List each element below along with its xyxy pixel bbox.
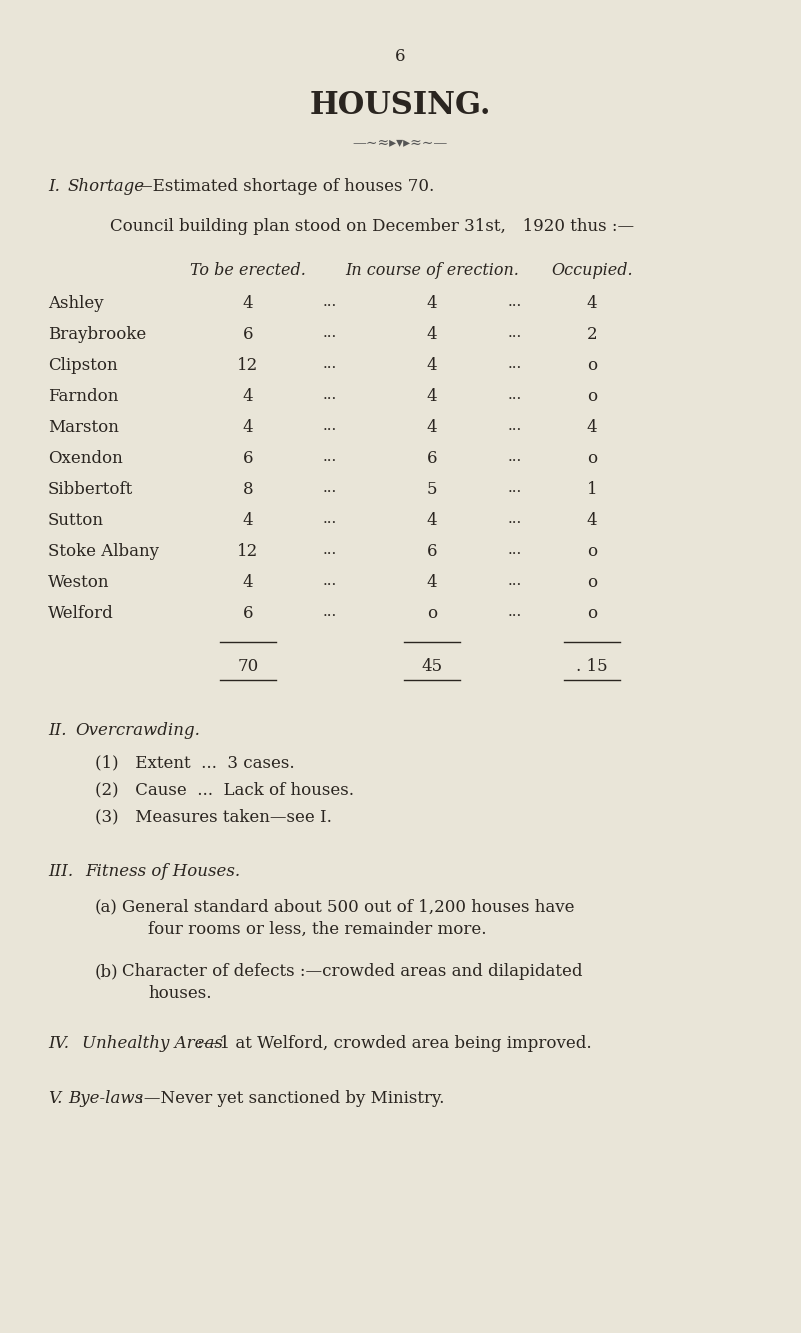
Text: four rooms or less, the remainder more.: four rooms or less, the remainder more. — [148, 921, 486, 938]
Text: Braybrooke: Braybrooke — [48, 327, 147, 343]
Text: In course of erection.: In course of erection. — [345, 263, 519, 279]
Text: 4: 4 — [427, 295, 437, 312]
Text: Welford: Welford — [48, 605, 114, 623]
Text: ...: ... — [323, 543, 337, 557]
Text: o: o — [587, 575, 597, 591]
Text: :—Never yet sanctioned by Ministry.: :—Never yet sanctioned by Ministry. — [133, 1090, 445, 1106]
Text: 4: 4 — [243, 295, 253, 312]
Text: ...: ... — [323, 419, 337, 433]
Text: ...: ... — [323, 357, 337, 371]
Text: 6: 6 — [243, 605, 253, 623]
Text: 4: 4 — [586, 295, 598, 312]
Text: ...: ... — [508, 451, 522, 464]
Text: Sutton: Sutton — [48, 512, 104, 529]
Text: 4: 4 — [243, 419, 253, 436]
Text: Weston: Weston — [48, 575, 110, 591]
Text: 45: 45 — [421, 659, 443, 674]
Text: HOUSING.: HOUSING. — [309, 91, 491, 121]
Text: ...: ... — [323, 605, 337, 619]
Text: 70: 70 — [237, 659, 259, 674]
Text: 1: 1 — [586, 481, 598, 499]
Text: o: o — [587, 543, 597, 560]
Text: :—1 at Welford, crowded area being improved.: :—1 at Welford, crowded area being impro… — [192, 1034, 592, 1052]
Text: o: o — [587, 451, 597, 467]
Text: —Estimated shortage of houses 70.: —Estimated shortage of houses 70. — [136, 179, 434, 195]
Text: 4: 4 — [427, 327, 437, 343]
Text: 6: 6 — [243, 327, 253, 343]
Text: Oxendon: Oxendon — [48, 451, 123, 467]
Text: III.: III. — [48, 862, 73, 880]
Text: —∼≈▸▾▸≈∼—: —∼≈▸▾▸≈∼— — [352, 135, 448, 149]
Text: I.: I. — [48, 179, 60, 195]
Text: ...: ... — [508, 543, 522, 557]
Text: 4: 4 — [243, 575, 253, 591]
Text: . 15: . 15 — [576, 659, 608, 674]
Text: o: o — [587, 357, 597, 375]
Text: ...: ... — [323, 327, 337, 340]
Text: ...: ... — [508, 512, 522, 527]
Text: ...: ... — [508, 327, 522, 340]
Text: Bye-laws: Bye-laws — [68, 1090, 143, 1106]
Text: General standard about 500 out of 1,200 houses have: General standard about 500 out of 1,200 … — [122, 898, 574, 916]
Text: 4: 4 — [243, 512, 253, 529]
Text: 4: 4 — [243, 388, 253, 405]
Text: ...: ... — [323, 388, 337, 403]
Text: 6: 6 — [427, 543, 437, 560]
Text: 4: 4 — [427, 419, 437, 436]
Text: To be erected.: To be erected. — [190, 263, 306, 279]
Text: Sibbertoft: Sibbertoft — [48, 481, 133, 499]
Text: ...: ... — [323, 481, 337, 495]
Text: 6: 6 — [427, 451, 437, 467]
Text: ...: ... — [323, 451, 337, 464]
Text: 8: 8 — [243, 481, 253, 499]
Text: 4: 4 — [427, 575, 437, 591]
Text: Clipston: Clipston — [48, 357, 118, 375]
Text: ...: ... — [323, 295, 337, 309]
Text: 12: 12 — [237, 543, 259, 560]
Text: 4: 4 — [586, 512, 598, 529]
Text: houses.: houses. — [148, 985, 211, 1002]
Text: Occupied.: Occupied. — [551, 263, 633, 279]
Text: 4: 4 — [586, 419, 598, 436]
Text: V.: V. — [48, 1090, 62, 1106]
Text: Council building plan stood on December 31st,  1920 thus :—: Council building plan stood on December … — [110, 219, 634, 235]
Text: 5: 5 — [427, 481, 437, 499]
Text: Shortage: Shortage — [68, 179, 145, 195]
Text: ...: ... — [508, 481, 522, 495]
Text: (1) Extent  ...  3 cases.: (1) Extent ... 3 cases. — [95, 754, 295, 770]
Text: Character of defects :—crowded areas and dilapidated: Character of defects :—crowded areas and… — [122, 962, 582, 980]
Text: II.: II. — [48, 722, 66, 738]
Text: Unhealthy Areas: Unhealthy Areas — [82, 1034, 223, 1052]
Text: 4: 4 — [427, 357, 437, 375]
Text: (2) Cause  ...  Lack of houses.: (2) Cause ... Lack of houses. — [95, 781, 354, 798]
Text: Overcrawding.: Overcrawding. — [75, 722, 200, 738]
Text: ...: ... — [508, 419, 522, 433]
Text: 4: 4 — [427, 512, 437, 529]
Text: ...: ... — [508, 295, 522, 309]
Text: Farndon: Farndon — [48, 388, 119, 405]
Text: 4: 4 — [427, 388, 437, 405]
Text: Fitness of Houses.: Fitness of Houses. — [85, 862, 240, 880]
Text: 6: 6 — [243, 451, 253, 467]
Text: (3) Measures taken—see I.: (3) Measures taken—see I. — [95, 808, 332, 825]
Text: 6: 6 — [395, 48, 405, 65]
Text: ...: ... — [323, 575, 337, 588]
Text: Ashley: Ashley — [48, 295, 103, 312]
Text: Marston: Marston — [48, 419, 119, 436]
Text: ...: ... — [508, 388, 522, 403]
Text: o: o — [427, 605, 437, 623]
Text: (a): (a) — [95, 898, 118, 916]
Text: 2: 2 — [586, 327, 598, 343]
Text: ...: ... — [508, 605, 522, 619]
Text: ...: ... — [508, 357, 522, 371]
Text: (b): (b) — [95, 962, 119, 980]
Text: ...: ... — [508, 575, 522, 588]
Text: IV.: IV. — [48, 1034, 69, 1052]
Text: 12: 12 — [237, 357, 259, 375]
Text: ...: ... — [323, 512, 337, 527]
Text: Stoke Albany: Stoke Albany — [48, 543, 159, 560]
Text: o: o — [587, 605, 597, 623]
Text: o: o — [587, 388, 597, 405]
